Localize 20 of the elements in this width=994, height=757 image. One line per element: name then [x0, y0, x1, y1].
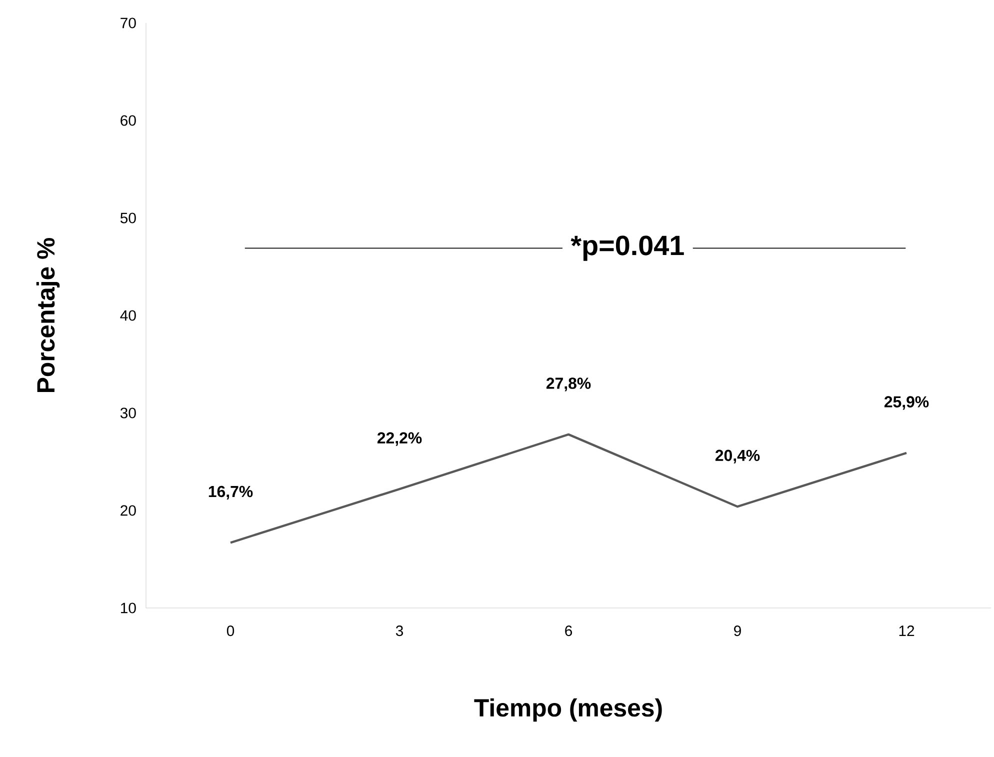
y-tick-label: 10: [121, 602, 136, 614]
text: 16,7%: [208, 486, 253, 500]
x-tick-label: 12: [899, 626, 914, 636]
y-tick-label: 20: [120, 505, 136, 516]
text: 25,9%: [884, 396, 929, 410]
y-tick-label: 30: [120, 408, 136, 418]
y-tick-label: 40: [120, 310, 136, 321]
x-tick-label: 9: [734, 626, 741, 636]
x-tick-label: 6: [565, 626, 572, 636]
annotation: *p=0.041: [570, 236, 684, 261]
x-tick-label: 0: [226, 626, 234, 636]
text: 27,8%: [546, 378, 591, 392]
y-axis-title: Porcentaje %: [36, 238, 60, 392]
y-tick-label: 70: [120, 18, 136, 28]
y-tick-label: 60: [120, 115, 136, 126]
text: 20,4%: [715, 450, 760, 464]
x-tick-label: 3: [396, 626, 404, 636]
y-tick-label: 50: [120, 212, 136, 224]
text: 22,2%: [377, 432, 422, 446]
x-axis-title: Tiempo (meses): [474, 698, 662, 722]
